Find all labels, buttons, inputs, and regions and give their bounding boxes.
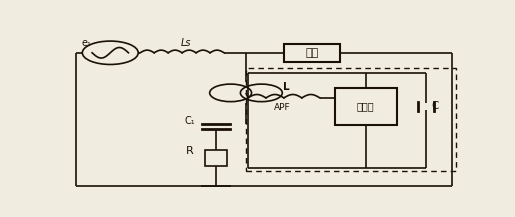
Bar	[205, 150, 227, 166]
Bar	[246, 68, 455, 171]
Text: e₁: e₁	[81, 38, 91, 48]
Text: Ls: Ls	[181, 38, 192, 48]
Text: APF: APF	[273, 104, 290, 112]
Text: R: R	[186, 146, 194, 156]
Text: L: L	[283, 82, 289, 92]
Bar	[335, 88, 397, 125]
Text: C: C	[432, 101, 439, 111]
Bar	[284, 44, 340, 62]
Text: C₁: C₁	[185, 116, 195, 126]
Text: 负载: 负载	[305, 48, 318, 58]
Text: 变流器: 变流器	[357, 101, 374, 111]
